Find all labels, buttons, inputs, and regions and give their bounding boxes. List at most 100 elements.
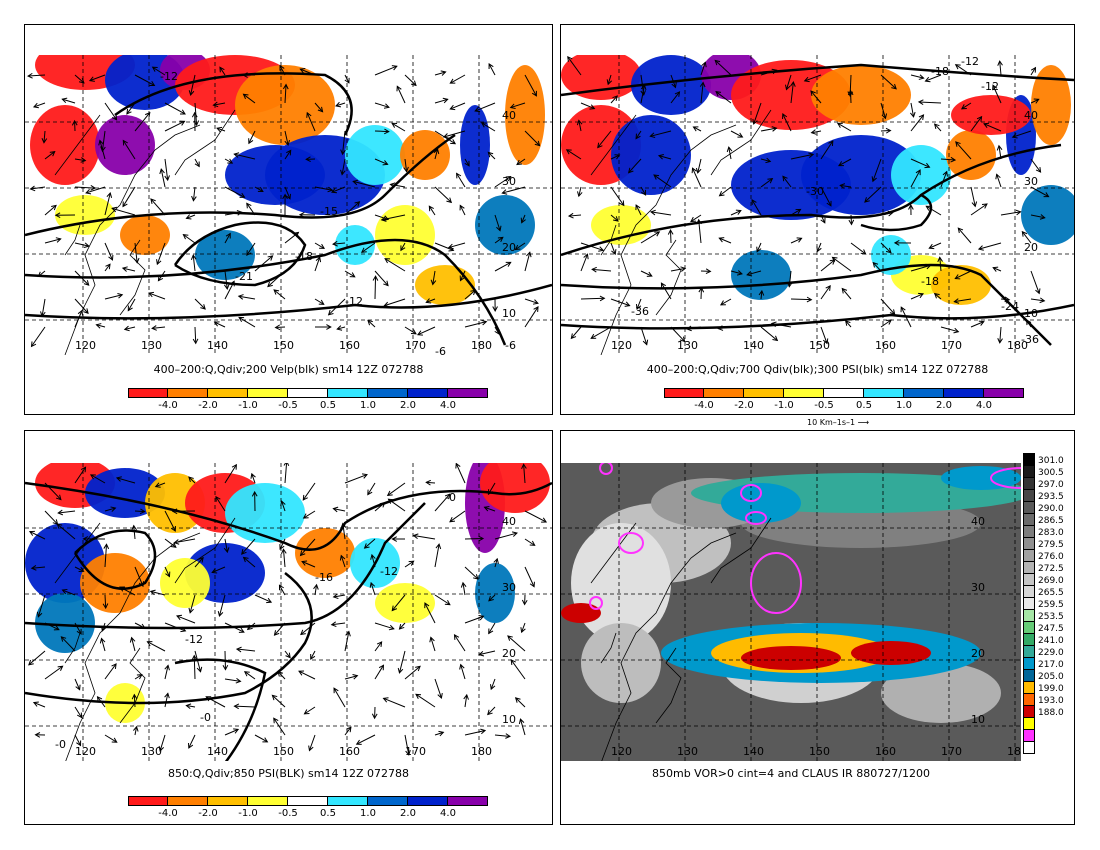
ir-colorbar-label: 205.0 — [1038, 672, 1064, 682]
ir-colorbar-label: 293.5 — [1038, 492, 1064, 502]
longitude-label: 130 — [141, 745, 162, 758]
coastline — [54, 522, 101, 584]
contour-label: -0 — [200, 711, 211, 724]
wind-vector — [314, 256, 322, 272]
wind-vector — [134, 508, 146, 515]
wind-vector — [61, 588, 76, 596]
colorbar-swatch — [904, 388, 944, 398]
colorbar-label: 0.5 — [320, 400, 336, 411]
wind-vector — [893, 240, 912, 246]
colorbar-label: -0.5 — [278, 808, 298, 819]
wind-vector — [398, 622, 406, 630]
contour-line — [25, 283, 552, 320]
wind-vector — [520, 214, 526, 224]
wind-vector — [122, 139, 136, 160]
wind-vector — [336, 325, 346, 331]
wind-vector — [494, 531, 518, 540]
wind-vector — [374, 622, 395, 631]
colorbar-label: 2.0 — [400, 400, 416, 411]
longitude-label: 130 — [141, 339, 162, 352]
wind-vector — [844, 320, 852, 328]
wind-vector — [700, 61, 707, 76]
wind-vector — [970, 203, 988, 216]
wind-vector — [371, 706, 378, 720]
wind-vector — [104, 102, 118, 121]
coastline — [590, 114, 637, 176]
wind-vector — [992, 266, 1002, 272]
qdiv-shading-blob — [145, 473, 205, 533]
colorbar-label: 0.5 — [320, 808, 336, 819]
qdiv-shading-blob — [811, 65, 911, 125]
wind-vector — [790, 81, 796, 104]
ir-colorbar-label: 193.0 — [1038, 696, 1064, 706]
wind-vector — [194, 650, 203, 673]
panel-caption: 850:Q,Qdiv;850 PSI(BLK) sm14 12Z 072788 — [167, 767, 410, 780]
wind-vector — [403, 158, 409, 173]
wind-vector — [850, 242, 867, 255]
contour-line — [173, 221, 307, 287]
wind-vector — [474, 102, 496, 113]
coastline — [64, 224, 81, 256]
wind-vector — [746, 270, 762, 277]
wind-vector — [880, 127, 892, 134]
wind-vector — [159, 168, 166, 188]
qdiv-shading-blob — [85, 468, 165, 518]
vector-scale-label: 10 Km–1s–1 ⟶ — [807, 418, 870, 427]
contour-line — [25, 238, 507, 346]
longitude-label: 120 — [75, 339, 96, 352]
wind-vector — [610, 298, 631, 307]
wind-vector — [524, 510, 548, 523]
qdiv-shading-blob — [591, 205, 651, 245]
ir-deep-convection — [721, 483, 801, 523]
qdiv-shading-blob — [480, 463, 550, 513]
wind-vector — [940, 156, 957, 163]
wind-vector — [816, 242, 822, 253]
qdiv-shading-blob — [295, 528, 355, 578]
longitude-label: 130 — [677, 745, 698, 758]
wind-vector — [102, 594, 109, 610]
wind-vector — [480, 122, 496, 132]
longitude-label: 150 — [809, 745, 830, 758]
wind-vector — [464, 728, 487, 736]
colorbar-label: 1.0 — [896, 400, 912, 411]
wind-vector — [760, 326, 779, 342]
wind-vector — [803, 74, 822, 83]
wind-vector — [730, 130, 744, 138]
wind-vector — [44, 237, 62, 244]
ir-colorbar-label: 265.5 — [1038, 588, 1064, 598]
contour-label: -18 — [921, 275, 939, 288]
ir-colorbar-label: 199.0 — [1038, 684, 1064, 694]
map-claus-ir: 120 130 140 150 160 170 180 10 20 30 40 — [561, 463, 1021, 761]
qdiv-shading-blob — [225, 483, 305, 543]
colorbar-label: 2.0 — [400, 808, 416, 819]
wind-vector — [667, 229, 674, 244]
longitude-label: 170 — [941, 745, 962, 758]
wind-vector — [148, 291, 166, 300]
wind-vector — [524, 251, 532, 272]
qdiv-colorbar — [664, 388, 1024, 398]
colorbar-swatch — [168, 388, 208, 398]
wind-vector — [580, 295, 606, 302]
wind-vector — [954, 270, 972, 280]
qdiv-shading-blob — [871, 235, 911, 275]
wind-vector — [104, 663, 117, 680]
wind-vector — [924, 74, 942, 83]
wind-vector — [983, 122, 1002, 132]
wind-vector — [363, 538, 376, 549]
wind-vector — [28, 530, 46, 540]
wind-vector — [34, 732, 46, 738]
wind-vector — [453, 634, 466, 652]
wind-vector — [30, 326, 46, 348]
wind-vector — [30, 565, 46, 571]
contour-label: -6 — [505, 339, 516, 352]
wind-vector — [374, 158, 389, 166]
wind-vector — [910, 169, 921, 188]
wind-vector — [71, 119, 78, 132]
wind-vector — [188, 734, 196, 749]
wind-vector — [254, 594, 273, 604]
wind-vector — [246, 242, 256, 257]
wind-vector — [164, 158, 170, 182]
contour-label: -16 — [315, 571, 333, 584]
wind-vector — [284, 186, 292, 200]
wind-vector — [910, 102, 916, 118]
